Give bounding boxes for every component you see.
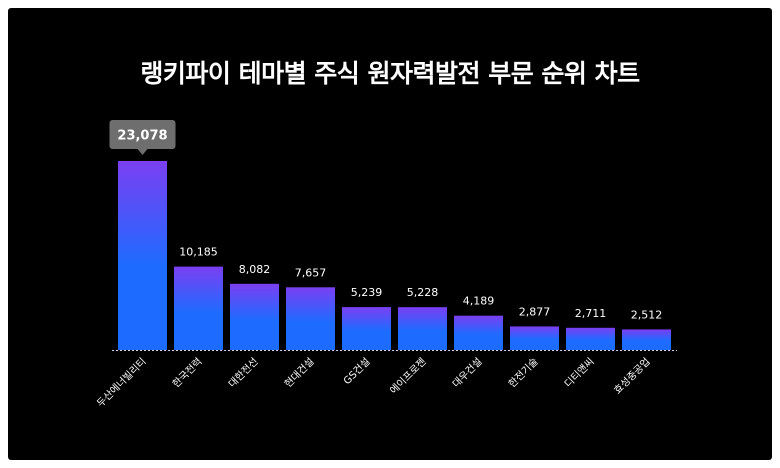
bar-8 [566,327,615,350]
chart-title: 랭키파이 테마별 주식 원자력발전 부문 순위 차트 [140,59,640,88]
value-label-9: 2,512 [631,308,663,321]
bar-chart: 23,078 10,185 8,082 7,657 5,239 5,228 4,189 2,8… [95,120,677,410]
bar-9 [622,329,671,350]
bar-2 [230,283,279,350]
bar-1 [174,266,223,350]
category-label-5: 에이프로젠 [388,356,429,397]
value-label-6: 4,189 [463,295,495,308]
chart-frame: 랭키파이 테마별 주식 원자력발전 부문 순위 차트 23,078 10,185 8… [8,8,772,460]
value-label-2: 8,082 [239,263,271,276]
value-label-1: 10,185 [179,246,218,259]
highlight-badge-pointer [137,149,148,155]
bar-3 [286,287,335,350]
value-label-3: 7,657 [295,266,327,279]
bar-7 [510,326,559,350]
category-labels-group: 두산에너빌리티 한국전력 대한전선 현대건설 GS건설 에이프로젠 대우건설 한전기술 디티앤씨… [95,355,653,410]
category-label-1: 한국전력 [170,356,205,391]
bars-group [118,161,671,350]
value-label-4: 5,239 [351,286,383,299]
value-labels-group: 23,078 10,185 8,082 7,657 5,239 5,228 4,189 2,8… [109,120,663,321]
category-label-6: 대우건설 [450,356,485,391]
category-label-0: 두산에너빌리티 [95,356,149,410]
value-label-5: 5,228 [407,286,439,299]
bar-5 [398,307,447,350]
bar-6 [454,315,503,350]
category-label-7: 한전기술 [506,356,541,391]
category-label-8: 디티앤씨 [562,356,597,391]
bar-0 [118,161,167,350]
highlight-badge [109,120,176,149]
value-label-7: 2,877 [519,305,551,318]
value-label-8: 2,711 [575,307,607,320]
value-label-0: 23,078 [117,129,167,144]
category-label-9: 효성중공업 [611,355,653,397]
bar-4 [342,307,391,350]
category-label-3: 현대건설 [282,356,317,391]
category-label-2: 대한전선 [226,356,261,391]
category-label-4: GS건설 [341,356,372,387]
